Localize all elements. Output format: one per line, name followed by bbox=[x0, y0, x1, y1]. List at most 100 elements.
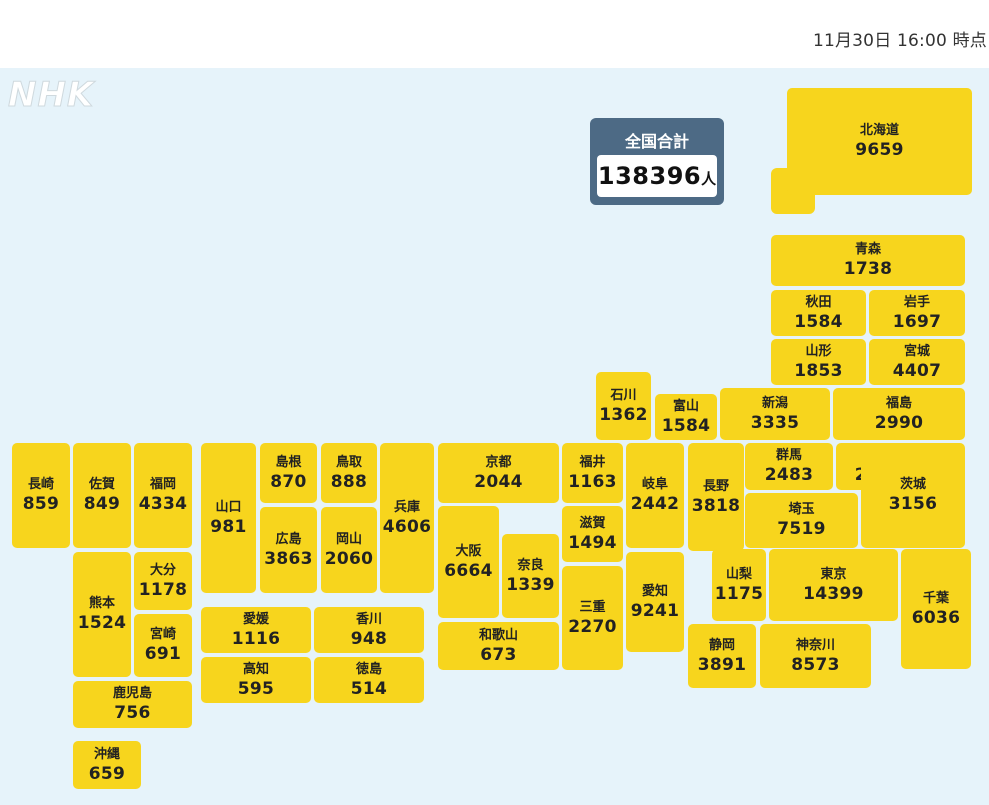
prefecture-name: 三重 bbox=[579, 599, 606, 615]
prefecture-tile-kagawa[interactable]: 香川 948 bbox=[314, 607, 424, 653]
prefecture-tile-aichi[interactable]: 愛知 9241 bbox=[626, 552, 684, 652]
prefecture-count: 691 bbox=[144, 644, 182, 664]
timestamp: 11月30日 16:00 時点 bbox=[812, 31, 987, 51]
prefecture-tile-fukushima[interactable]: 福島 2990 bbox=[833, 388, 965, 440]
prefecture-name: 千葉 bbox=[922, 590, 949, 606]
prefecture-tile-shimane[interactable]: 島根 870 bbox=[260, 443, 317, 503]
prefecture-tile-yamaguchi[interactable]: 山口 981 bbox=[201, 443, 256, 593]
prefecture-tile-tottori[interactable]: 鳥取 888 bbox=[321, 443, 377, 503]
prefecture-name: 静岡 bbox=[708, 637, 735, 653]
prefecture-tile-kochi[interactable]: 高知 595 bbox=[201, 657, 311, 703]
prefecture-tile-niigata[interactable]: 新潟 3335 bbox=[720, 388, 830, 440]
prefecture-tile-hiroshima[interactable]: 広島 3863 bbox=[260, 507, 317, 593]
prefecture-tile-shizuoka[interactable]: 静岡 3891 bbox=[688, 624, 756, 688]
prefecture-tile-kyoto[interactable]: 京都 2044 bbox=[438, 443, 559, 503]
prefecture-name: 和歌山 bbox=[478, 627, 518, 643]
prefecture-count: 859 bbox=[22, 494, 60, 514]
prefecture-tile-kanagawa[interactable]: 神奈川 8573 bbox=[760, 624, 871, 688]
prefecture-tile-saga[interactable]: 佐賀 849 bbox=[73, 443, 131, 548]
prefecture-count: 2044 bbox=[474, 471, 523, 492]
prefecture-count: 1524 bbox=[77, 613, 127, 633]
prefecture-tile-wakayama[interactable]: 和歌山 673 bbox=[438, 622, 559, 670]
prefecture-tile-miyazaki[interactable]: 宮崎 691 bbox=[134, 614, 192, 677]
prefecture-name: 新潟 bbox=[761, 395, 788, 411]
prefecture-count: 514 bbox=[350, 678, 388, 699]
prefecture-name: 青森 bbox=[854, 242, 881, 257]
prefecture-tile-hyogo[interactable]: 兵庫 4606 bbox=[380, 443, 434, 593]
prefecture-tile-nagano[interactable]: 長野 3818 bbox=[688, 443, 744, 551]
prefecture-tile-chiba[interactable]: 千葉 6036 bbox=[901, 549, 971, 669]
prefecture-name: 秋田 bbox=[805, 294, 832, 310]
prefecture-tile-okinawa[interactable]: 沖縄 659 bbox=[73, 741, 141, 789]
prefecture-tile-kumamoto[interactable]: 熊本 1524 bbox=[73, 552, 131, 677]
prefecture-count: 9659 bbox=[855, 140, 904, 160]
prefecture-name: 島根 bbox=[275, 454, 302, 470]
prefecture-tile-iwate[interactable]: 岩手 1697 bbox=[869, 290, 965, 336]
prefecture-count: 6664 bbox=[444, 560, 493, 581]
prefecture-count: 2990 bbox=[874, 412, 924, 433]
prefecture-count: 8573 bbox=[791, 654, 840, 675]
prefecture-count: 4334 bbox=[138, 494, 188, 514]
prefecture-name: 宮城 bbox=[903, 343, 930, 359]
prefecture-tile-okayama[interactable]: 岡山 2060 bbox=[321, 507, 377, 593]
prefecture-tile-oita[interactable]: 大分 1178 bbox=[134, 552, 192, 610]
prefecture-tile-nara[interactable]: 奈良 1339 bbox=[502, 534, 559, 618]
prefecture-tile-yamanashi[interactable]: 山梨 1175 bbox=[712, 549, 766, 621]
prefecture-tile-tokyo[interactable]: 東京 14399 bbox=[769, 549, 898, 621]
prefecture-name: 福岡 bbox=[149, 477, 176, 492]
prefecture-count: 1584 bbox=[661, 415, 711, 436]
prefecture-name: 東京 bbox=[820, 566, 847, 582]
prefecture-name: 鹿児島 bbox=[112, 686, 152, 701]
prefecture-tile-saitama[interactable]: 埼玉 7519 bbox=[745, 493, 858, 548]
prefecture-tile-akita[interactable]: 秋田 1584 bbox=[771, 290, 866, 336]
nhk-logo: NHK bbox=[7, 75, 95, 116]
prefecture-tile-fukuoka[interactable]: 福岡 4334 bbox=[134, 443, 192, 548]
prefecture-name: 山形 bbox=[805, 343, 832, 359]
prefecture-tile-fukui[interactable]: 福井 1163 bbox=[562, 443, 623, 503]
prefecture-tile-yamagata[interactable]: 山形 1853 bbox=[771, 339, 866, 385]
prefecture-tile-nagasaki[interactable]: 長崎 859 bbox=[12, 443, 70, 548]
prefecture-count: 2442 bbox=[630, 494, 680, 514]
prefecture-tile-hokkaido[interactable]: 北海道 9659 bbox=[787, 88, 972, 195]
prefecture-name: 宮崎 bbox=[149, 627, 176, 642]
prefecture-tile-aomori[interactable]: 青森 1738 bbox=[771, 235, 965, 286]
prefecture-tile-ibaraki[interactable]: 茨城 3156 bbox=[861, 443, 965, 548]
prefecture-tile-ehime[interactable]: 愛媛 1116 bbox=[201, 607, 311, 653]
prefecture-name: 滋賀 bbox=[579, 515, 606, 531]
prefecture-name: 兵庫 bbox=[393, 499, 420, 515]
prefecture-tile-osaka[interactable]: 大阪 6664 bbox=[438, 506, 499, 618]
prefecture-tile-mie[interactable]: 三重 2270 bbox=[562, 566, 623, 670]
prefecture-name: 香川 bbox=[355, 611, 382, 627]
prefecture-count: 6036 bbox=[911, 607, 961, 628]
prefecture-name: 石川 bbox=[610, 387, 637, 403]
prefecture-tile-shiga[interactable]: 滋賀 1494 bbox=[562, 506, 623, 562]
prefecture-tile-gifu[interactable]: 岐阜 2442 bbox=[626, 443, 684, 548]
prefecture-name: 徳島 bbox=[355, 661, 382, 677]
prefecture-name: 長野 bbox=[702, 478, 729, 494]
prefecture-count: 1494 bbox=[568, 532, 617, 553]
prefecture-name: 山梨 bbox=[725, 566, 752, 582]
prefecture-tile-ishikawa[interactable]: 石川 1362 bbox=[596, 372, 651, 440]
prefecture-count: 7519 bbox=[777, 519, 826, 539]
prefecture-count: 1584 bbox=[794, 311, 843, 332]
prefecture-count: 14399 bbox=[803, 583, 864, 604]
prefecture-name: 群馬 bbox=[775, 448, 802, 463]
prefecture-name: 愛知 bbox=[641, 583, 668, 599]
prefecture-count: 849 bbox=[83, 494, 121, 514]
prefecture-count: 981 bbox=[210, 516, 247, 537]
prefecture-tile-gunma[interactable]: 群馬 2483 bbox=[745, 443, 833, 490]
prefecture-tile-miyagi[interactable]: 宮城 4407 bbox=[869, 339, 965, 385]
prefecture-name: 富山 bbox=[672, 398, 699, 414]
prefecture-count: 948 bbox=[350, 628, 388, 649]
prefecture-name: 長崎 bbox=[27, 477, 54, 492]
prefecture-count: 1339 bbox=[506, 574, 555, 595]
prefecture-tile-tokushima[interactable]: 徳島 514 bbox=[314, 657, 424, 703]
prefecture-count: 3891 bbox=[697, 654, 747, 675]
prefecture-tile-toyama[interactable]: 富山 1584 bbox=[655, 394, 717, 440]
prefecture-count: 1116 bbox=[231, 628, 281, 649]
prefecture-name: 岡山 bbox=[335, 531, 362, 547]
prefecture-count: 756 bbox=[114, 703, 151, 723]
prefecture-tile-kagoshima[interactable]: 鹿児島 756 bbox=[73, 681, 192, 728]
prefecture-count: 1163 bbox=[568, 471, 617, 492]
prefecture-name: 福島 bbox=[885, 395, 912, 411]
